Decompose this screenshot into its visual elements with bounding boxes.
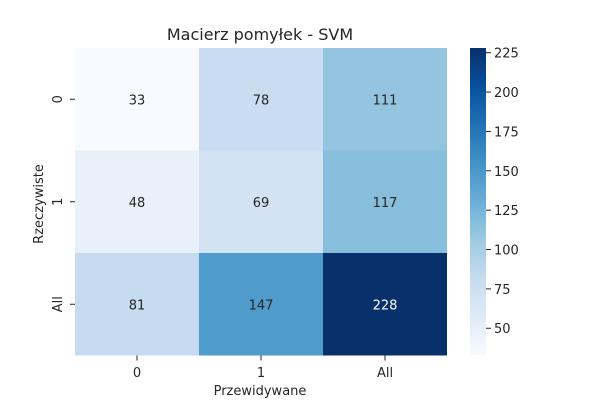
- cell-value-label: 147: [249, 298, 274, 313]
- cell-value-label: 48: [129, 196, 146, 211]
- colorbar-tick-label: 75: [494, 283, 511, 298]
- cell-value-label: 111: [373, 93, 398, 108]
- colorbar-tick-label: 125: [494, 204, 519, 219]
- y-tick-label: 1: [51, 198, 66, 206]
- cell-value-label: 69: [253, 196, 270, 211]
- colorbar: [470, 48, 486, 355]
- x-axis-label: Przewidywane: [214, 384, 307, 399]
- cell-value-label: 228: [373, 298, 398, 313]
- x-tick-label: 1: [257, 366, 265, 381]
- heatmap-cell: [75, 48, 199, 151]
- cell-value-label: 81: [129, 298, 146, 313]
- colorbar-tick-label: 200: [494, 86, 519, 101]
- heatmap-cell: [323, 48, 447, 151]
- heatmap-cells: 33 78 111 48 69 117 81 147 228: [75, 48, 447, 356]
- y-tick-label: 0: [51, 95, 66, 103]
- heatmap-cell: [199, 48, 323, 151]
- heatmap-cell: [199, 253, 323, 356]
- y-tick-label: All: [51, 296, 66, 312]
- heatmap-cell: [75, 150, 199, 253]
- cell-value-label: 78: [253, 93, 270, 108]
- colorbar-tick-label: 225: [494, 47, 519, 62]
- colorbar-tick-label: 175: [494, 125, 519, 140]
- colorbar-tick-label: 50: [494, 322, 511, 337]
- x-tick-label: All: [377, 366, 393, 381]
- cell-value-label: 117: [373, 196, 398, 211]
- colorbar-tick-label: 150: [494, 165, 519, 180]
- y-axis-ticks: 0 1 All: [51, 95, 75, 312]
- colorbar-ticks: 50 75 100 125 150 175 200 225: [486, 47, 519, 337]
- heatmap-cell: [199, 150, 323, 253]
- chart-title: Macierz pomyłek - SVM: [167, 25, 353, 44]
- cell-value-label: 33: [129, 93, 146, 108]
- heatmap-cell: [323, 253, 447, 356]
- colorbar-tick-label: 100: [494, 244, 519, 259]
- x-tick-label: 0: [133, 366, 141, 381]
- y-axis-label: Rzeczywiste: [32, 164, 47, 244]
- heatmap-cell: [323, 150, 447, 253]
- heatmap-cell: [75, 253, 199, 356]
- x-axis-ticks: 0 1 All: [133, 355, 393, 381]
